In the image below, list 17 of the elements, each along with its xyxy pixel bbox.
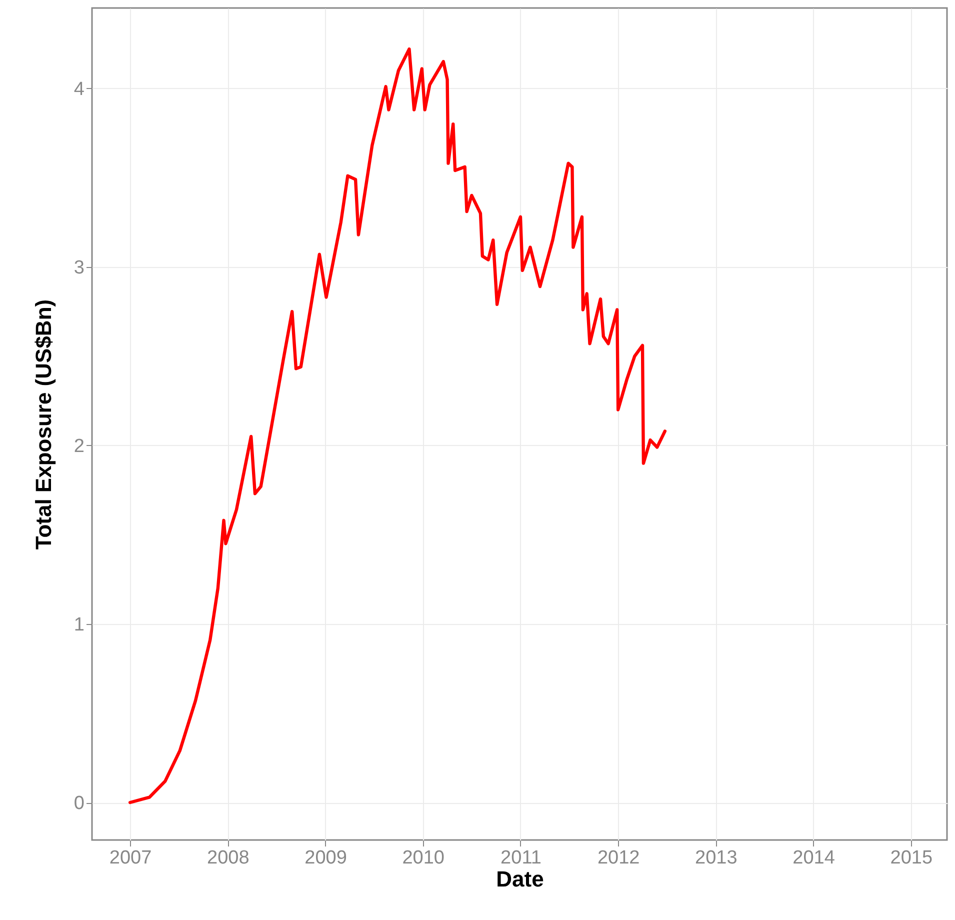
y-axis-title: Total Exposure (US$Bn) [30,299,56,550]
x-axis-title: Date [496,866,544,892]
y-tick-label: 4 [74,78,85,100]
x-tick-label: 2009 [304,848,347,868]
x-tick-label: 2010 [402,848,445,868]
y-tick-label: 3 [74,257,84,278]
y-tick-label: 1 [74,614,84,636]
x-tick-label: 2013 [695,848,738,868]
x-tick-label: 2011 [500,848,542,868]
x-tick-label: 2015 [890,848,933,868]
x-tick-label: 2008 [207,848,250,868]
y-tick-label: 0 [74,793,84,814]
x-tick-label: 2014 [792,848,836,868]
y-tick-label: 2 [74,436,84,457]
line-series [128,47,667,804]
x-tick-label: 2012 [597,848,640,868]
x-tick-label: 2007 [109,848,152,868]
